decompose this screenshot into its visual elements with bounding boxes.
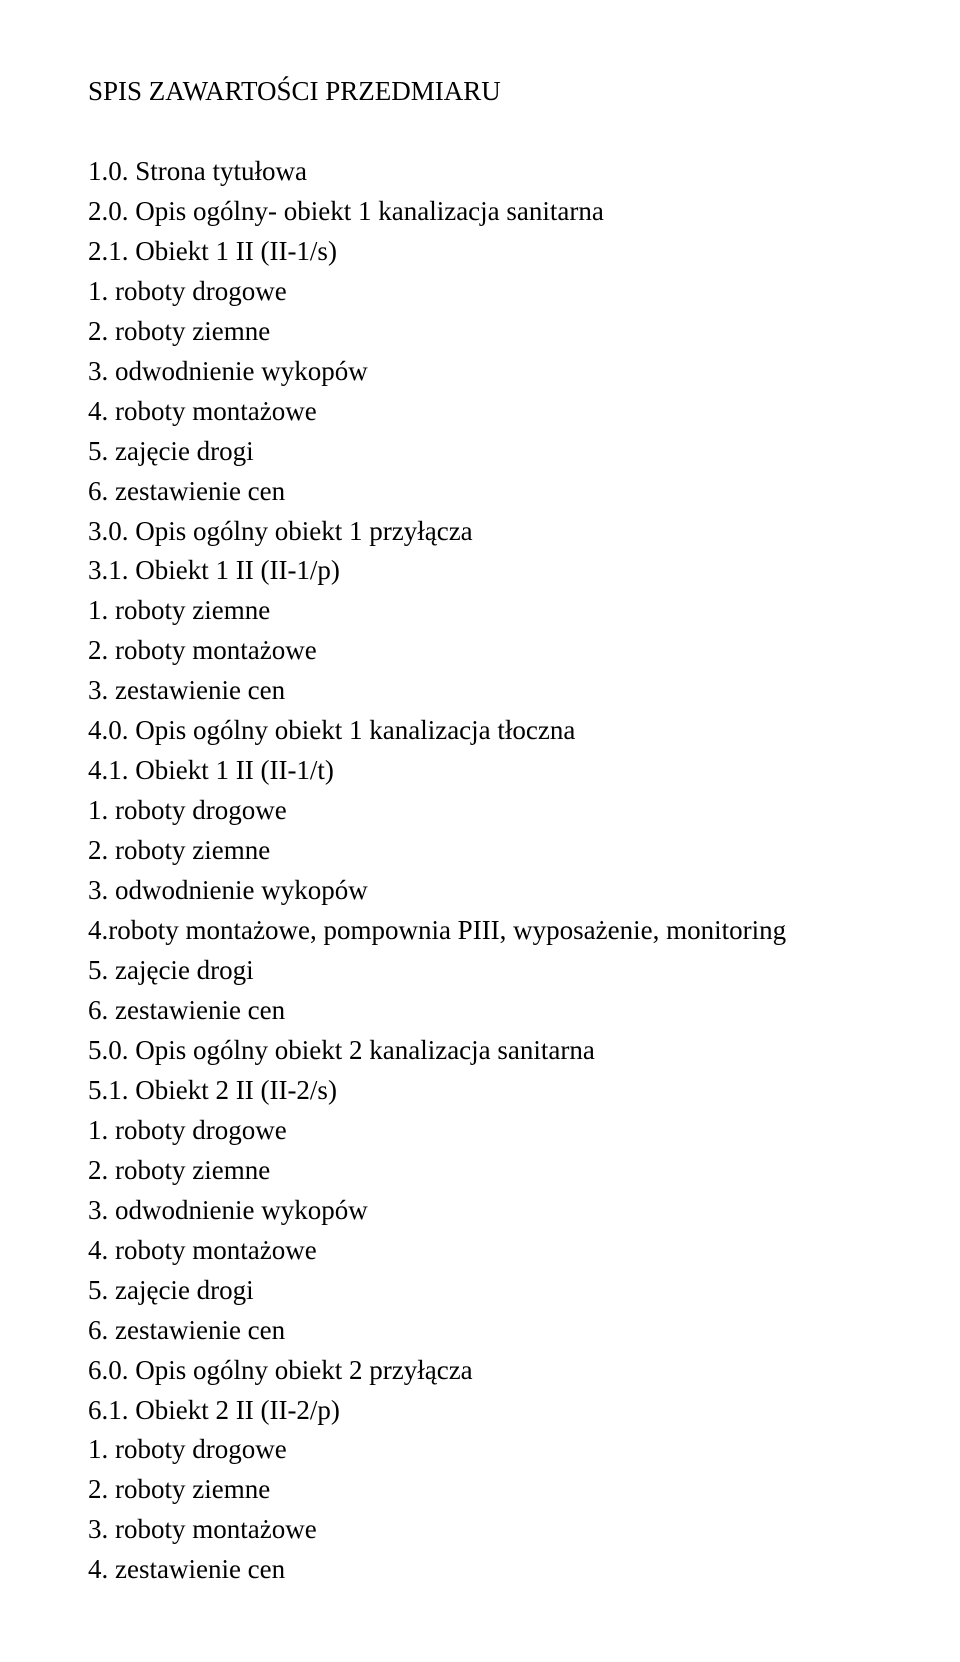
- toc-line: 1. roboty drogowe: [88, 1111, 872, 1151]
- toc-line: 6. zestawienie cen: [88, 991, 872, 1031]
- toc-line: 4. roboty montażowe: [88, 392, 872, 432]
- toc-line: 2. roboty montażowe: [88, 631, 872, 671]
- toc-line: 3. odwodnienie wykopów: [88, 871, 872, 911]
- toc-body: 1.0. Strona tytułowa2.0. Opis ogólny- ob…: [88, 152, 872, 1590]
- toc-line: 2. roboty ziemne: [88, 312, 872, 352]
- doc-title: SPIS ZAWARTOŚCI PRZEDMIARU: [88, 72, 872, 112]
- toc-line: 6.1. Obiekt 2 II (II-2/p): [88, 1391, 872, 1431]
- toc-line: 6.0. Opis ogólny obiekt 2 przyłącza: [88, 1351, 872, 1391]
- toc-line: 1.0. Strona tytułowa: [88, 152, 872, 192]
- toc-line: 4.roboty montażowe, pompownia PIII, wypo…: [88, 911, 872, 951]
- toc-line: 1. roboty drogowe: [88, 1430, 872, 1470]
- toc-line: 2.1. Obiekt 1 II (II-1/s): [88, 232, 872, 272]
- toc-line: 1. roboty drogowe: [88, 272, 872, 312]
- toc-line: 2. roboty ziemne: [88, 831, 872, 871]
- toc-line: 3. roboty montażowe: [88, 1510, 872, 1550]
- toc-line: 1. roboty drogowe: [88, 791, 872, 831]
- toc-line: 2. roboty ziemne: [88, 1151, 872, 1191]
- toc-line: 1. roboty ziemne: [88, 591, 872, 631]
- toc-line: 5.1. Obiekt 2 II (II-2/s): [88, 1071, 872, 1111]
- toc-line: 4.1. Obiekt 1 II (II-1/t): [88, 751, 872, 791]
- toc-line: 3. zestawienie cen: [88, 671, 872, 711]
- toc-line: 3.1. Obiekt 1 II (II-1/p): [88, 551, 872, 591]
- toc-line: 5. zajęcie drogi: [88, 1271, 872, 1311]
- toc-line: 5.0. Opis ogólny obiekt 2 kanalizacja sa…: [88, 1031, 872, 1071]
- toc-line: 3. odwodnienie wykopów: [88, 1191, 872, 1231]
- toc-line: 3. odwodnienie wykopów: [88, 352, 872, 392]
- toc-line: 3.0. Opis ogólny obiekt 1 przyłącza: [88, 512, 872, 552]
- toc-line: 6. zestawienie cen: [88, 1311, 872, 1351]
- toc-line: 4. zestawienie cen: [88, 1550, 872, 1590]
- toc-line: 5. zajęcie drogi: [88, 951, 872, 991]
- toc-line: 5. zajęcie drogi: [88, 432, 872, 472]
- toc-line: 2. roboty ziemne: [88, 1470, 872, 1510]
- toc-line: 4.0. Opis ogólny obiekt 1 kanalizacja tł…: [88, 711, 872, 751]
- toc-line: 6. zestawienie cen: [88, 472, 872, 512]
- toc-line: 2.0. Opis ogólny- obiekt 1 kanalizacja s…: [88, 192, 872, 232]
- toc-line: 4. roboty montażowe: [88, 1231, 872, 1271]
